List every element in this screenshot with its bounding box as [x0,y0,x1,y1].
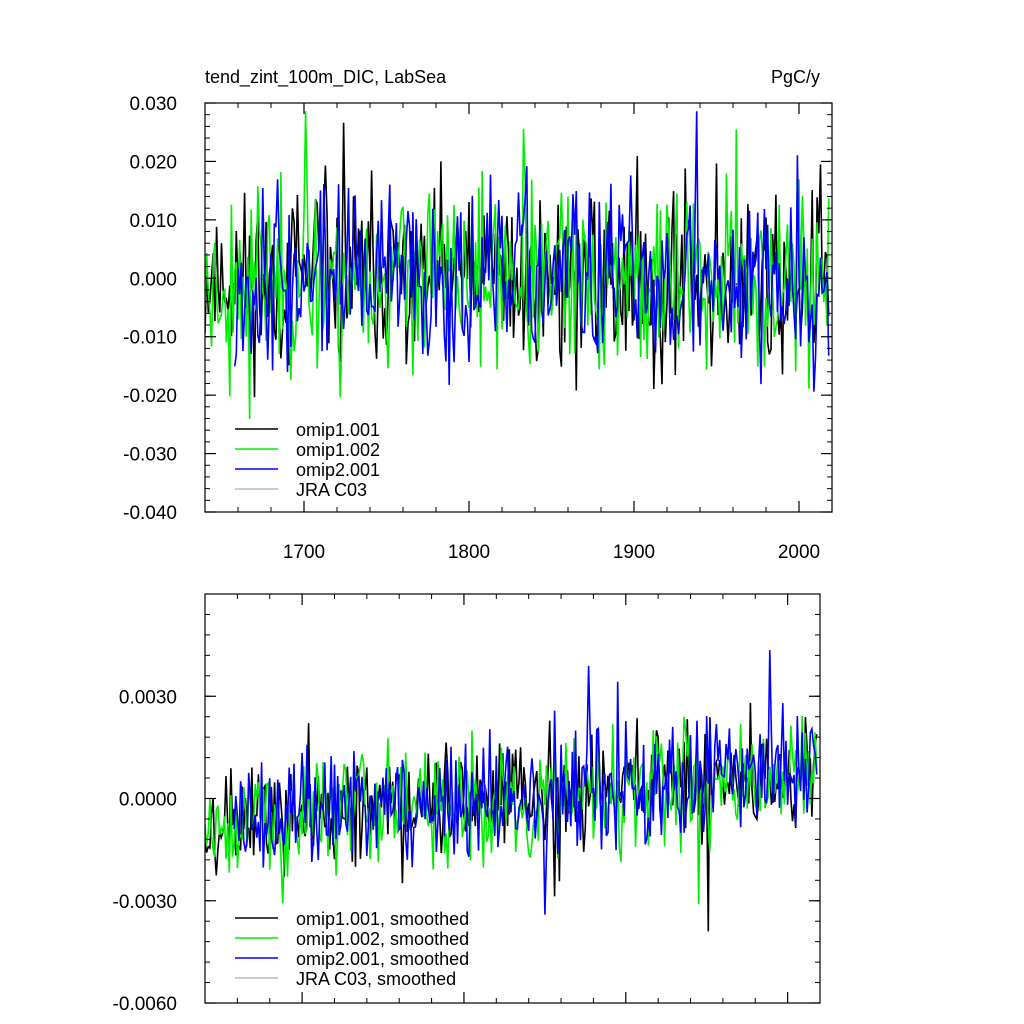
y-tick-label: -0.0030 [113,892,177,913]
y-tick-label: 0.010 [129,211,177,232]
y-tick-label: 0.030 [129,94,177,115]
y-tick-label: 0.0030 [119,687,177,708]
legend-label: omip1.001, smoothed [296,909,469,929]
y-tick-label: 0.020 [129,152,177,173]
y-tick-label: -0.020 [123,386,177,407]
legend-label: JRA C03, smoothed [296,969,456,989]
series-line-3 [233,650,818,915]
y-tick-label: 0.0000 [119,790,177,811]
series-line-3 [233,111,830,392]
legend-label: JRA C03 [296,480,367,500]
y-tick-label: -0.0060 [113,994,177,1015]
y-tick-label: -0.040 [123,503,177,524]
top-chart-axes: -0.040 -0.030 -0.020 -0.010 0.000 0.010 0.020 0… [123,94,833,563]
x-tick-label: 1700 [283,542,325,563]
legend-label: omip2.001, smoothed [296,949,469,969]
x-tick-label: 2000 [778,542,820,563]
y-tick-label: -0.010 [123,328,177,349]
legend-label: omip1.002 [296,440,380,460]
y-tick-label: -0.030 [123,445,177,466]
legend-label: omip2.001 [296,460,380,480]
top-chart-units: PgC/y [771,67,820,87]
top-chart-title: tend_zint_100m_DIC, LabSea [205,67,447,88]
x-tick-label: 1900 [613,542,655,563]
series-line-2 [205,111,830,420]
legend-label: omip1.001 [296,420,380,440]
legend-label: omip1.002, smoothed [296,929,469,949]
y-tick-label: 0.000 [129,269,177,290]
top-chart-series [205,111,830,420]
x-tick-label: 1800 [448,542,490,563]
plot-frame [204,102,833,513]
bottom-chart-series [205,650,818,932]
bottom-chart-axes: -0.0060 -0.0030 0.0000 0.0030 [113,593,821,1015]
